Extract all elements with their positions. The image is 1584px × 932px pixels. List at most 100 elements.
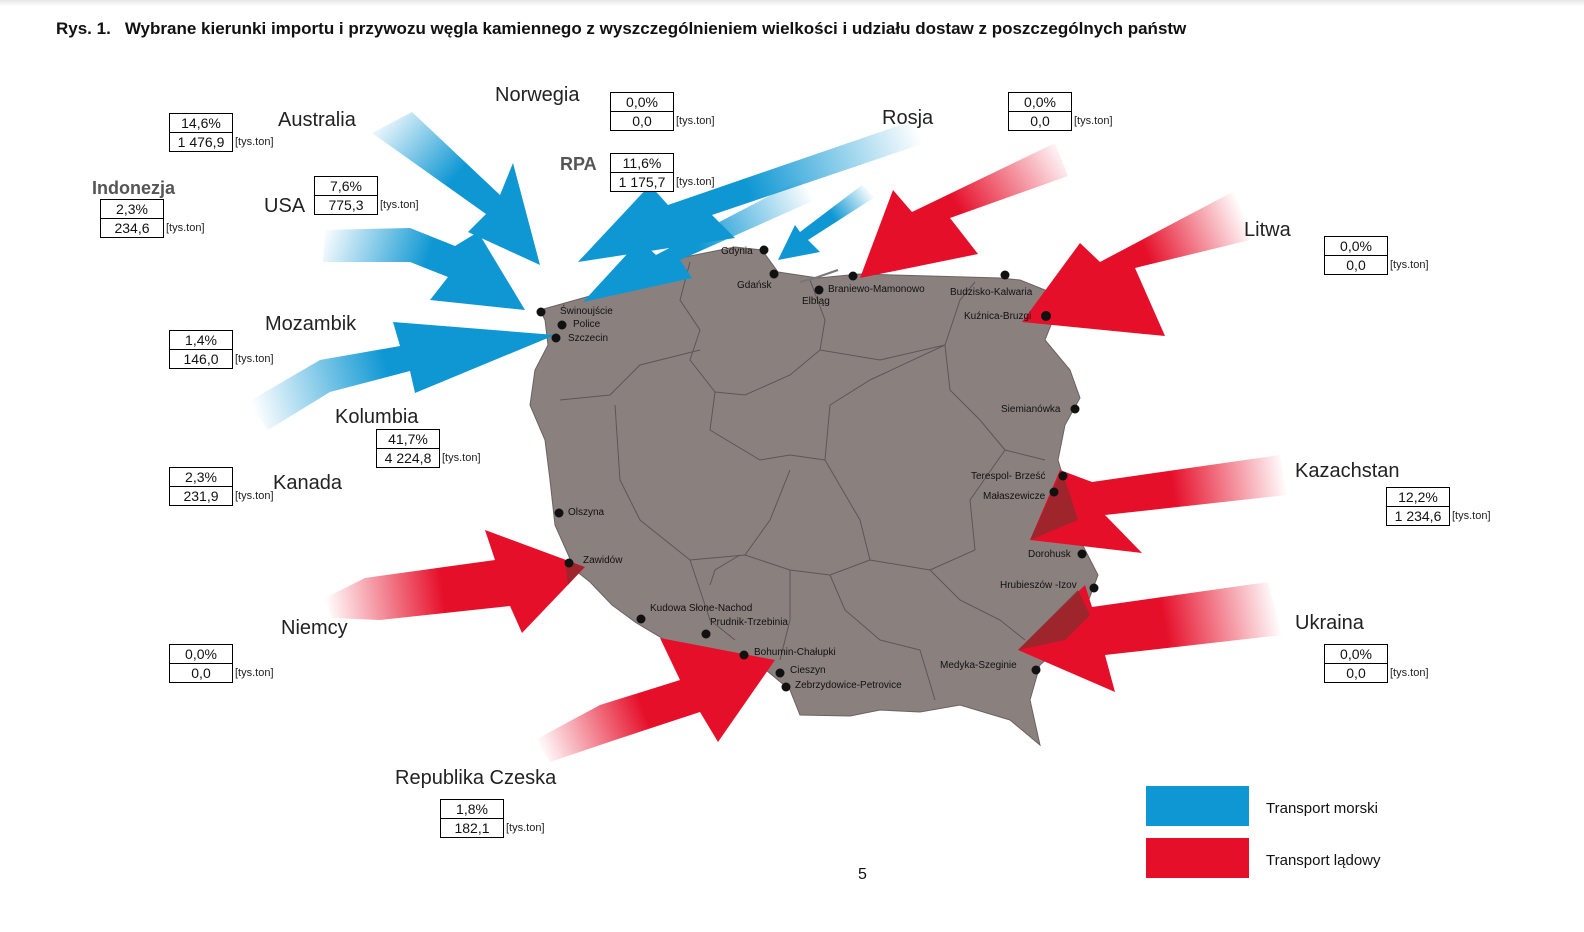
port-label: Kuźnica-Bruzgi [964, 311, 1032, 322]
unit-label: [tys.ton] [506, 822, 545, 834]
value-box-usa: 7,6% 775,3 [tys.ton] [314, 176, 419, 215]
port-label: Kudowa Słone-Nachod [650, 603, 753, 614]
volume-value: 0,0 [169, 664, 233, 683]
unit-label: [tys.ton] [676, 115, 715, 127]
arrow-australia [372, 112, 540, 265]
page-number: 5 [858, 866, 867, 883]
share-value: 1,4% [169, 330, 233, 350]
country-name-kazachstan: Kazachstan [1295, 460, 1400, 482]
value-box-litwa: 0,0% 0,0 [tys.ton] [1324, 236, 1429, 275]
value-box-australia: 14,6% 1 476,9 [tys.ton] [169, 113, 274, 152]
value-box-kazachstan: 12,2% 1 234,6 [tys.ton] [1386, 487, 1491, 526]
country-name-australia: Australia [278, 109, 356, 131]
country-name-czechy: Republika Czeska [395, 767, 557, 789]
unit-label: [tys.ton] [380, 199, 419, 211]
share-value: 0,0% [1324, 644, 1388, 664]
volume-value: 146,0 [169, 350, 233, 369]
port-label: Prudnik-Trzebinia [710, 617, 788, 628]
volume-value: 234,6 [100, 219, 164, 238]
port-label: Szczecin [568, 333, 609, 344]
value-box-kanada: 2,3% 231,9 [tys.ton] [169, 467, 274, 506]
port-label: Zawidów [583, 555, 623, 566]
port-label: Zebrzydowice-Petrovice [795, 680, 902, 691]
country-name-usa: USA [264, 195, 306, 217]
volume-value: 1 476,9 [169, 133, 233, 152]
volume-value: 1 175,7 [610, 173, 674, 192]
country-name-rosja: Rosja [882, 107, 934, 129]
legend-label-land: Transport lądowy [1266, 852, 1381, 869]
value-box-mozambik: 1,4% 146,0 [tys.ton] [169, 330, 274, 369]
country-name-kolumbia: Kolumbia [335, 406, 419, 428]
share-value: 0,0% [610, 92, 674, 112]
unit-label: [tys.ton] [1074, 115, 1113, 127]
share-value: 0,0% [169, 644, 233, 664]
unit-label: [tys.ton] [1390, 667, 1429, 679]
port-dots [536, 245, 1099, 692]
port-label: Budzisko-Kalwaria [950, 287, 1033, 298]
unit-label: [tys.ton] [235, 136, 274, 148]
unit-label: [tys.ton] [1452, 510, 1491, 522]
arrow-niemcy [325, 530, 585, 633]
port-label: Terespol- Brześć [971, 471, 1046, 482]
share-value: 12,2% [1386, 487, 1450, 507]
figure-title: Rys. 1. Wybrane kierunki importu i przywo… [56, 19, 1186, 39]
share-value: 2,3% [169, 467, 233, 487]
port-label: Medyka-Szeginie [940, 660, 1017, 671]
value-box-niemcy: 0,0% 0,0 [tys.ton] [169, 644, 274, 683]
share-value: 7,6% [314, 176, 378, 196]
unit-label: [tys.ton] [676, 176, 715, 188]
coast-line [799, 269, 839, 283]
share-value: 0,0% [1008, 92, 1072, 112]
value-box-kolumbia: 41,7% 4 224,8 [tys.ton] [376, 429, 481, 468]
port-label: Olszyna [568, 507, 605, 518]
arrow-mozambik [248, 322, 555, 430]
unit-label: [tys.ton] [235, 353, 274, 365]
country-name-litwa: Litwa [1244, 219, 1291, 241]
border-overlap-kazachstan [1030, 470, 1078, 540]
value-box-norwegia: 0,0% 0,0 [tys.ton] [610, 92, 715, 131]
share-value: 11,6% [610, 153, 674, 173]
unit-label: [tys.ton] [235, 667, 274, 679]
arrow-rpa-secondary [583, 180, 815, 302]
port-label: Dorohusk [1028, 549, 1071, 560]
share-value: 0,0% [1324, 236, 1388, 256]
unit-label: [tys.ton] [235, 490, 274, 502]
share-value: 1,8% [440, 799, 504, 819]
port-label: Police [573, 319, 601, 330]
country-name-norwegia: Norwegia [495, 84, 580, 106]
country-name-ukraina: Ukraina [1295, 612, 1364, 634]
figure-title-text: Wybrane kierunki importu i przywozu węgl… [124, 19, 1187, 38]
arrow-norwegia [778, 185, 875, 260]
share-value: 14,6% [169, 113, 233, 133]
port-label: Braniewo-Mamonowo [828, 284, 925, 295]
share-value: 41,7% [376, 429, 440, 449]
port-label: Elbląg [802, 296, 830, 307]
arrow-rpa [578, 120, 925, 262]
volume-value: 0,0 [610, 112, 674, 131]
voivodeship-borders [559, 261, 1046, 701]
port-label: Cieszyn [790, 665, 826, 676]
port-label: Siemianówka [1001, 404, 1061, 415]
share-value: 2,3% [100, 199, 164, 219]
value-box-rpa: 11,6% 1 175,7 [tys.ton] [610, 153, 715, 192]
country-name-niemcy: Niemcy [281, 617, 348, 639]
unit-label: [tys.ton] [166, 222, 205, 234]
port-label: Gdańsk [737, 280, 772, 291]
border-overlap-ukraina [1018, 590, 1090, 650]
country-name-kanada: Kanada [273, 472, 342, 494]
value-box-indonezja: 2,3% 234,6 [tys.ton] [100, 199, 205, 238]
arrow-rosja [860, 143, 1068, 278]
port-label: Hrubieszów -Izov [1000, 580, 1077, 591]
value-box-czechy: 1,8% 182,1 [tys.ton] [440, 799, 545, 838]
value-box-rosja: 0,0% 0,0 [tys.ton] [1008, 92, 1113, 131]
volume-value: 182,1 [440, 819, 504, 838]
volume-value: 4 224,8 [376, 449, 440, 468]
page-top-shadow [0, 0, 1584, 6]
unit-label: [tys.ton] [442, 452, 481, 464]
arrow-litwa [1022, 188, 1250, 336]
unit-label: [tys.ton] [1390, 259, 1429, 271]
port-label: Bohumin-Chałupki [754, 647, 836, 658]
legend-swatch-land [1146, 838, 1249, 878]
figure-number: Rys. 1. [56, 19, 111, 38]
